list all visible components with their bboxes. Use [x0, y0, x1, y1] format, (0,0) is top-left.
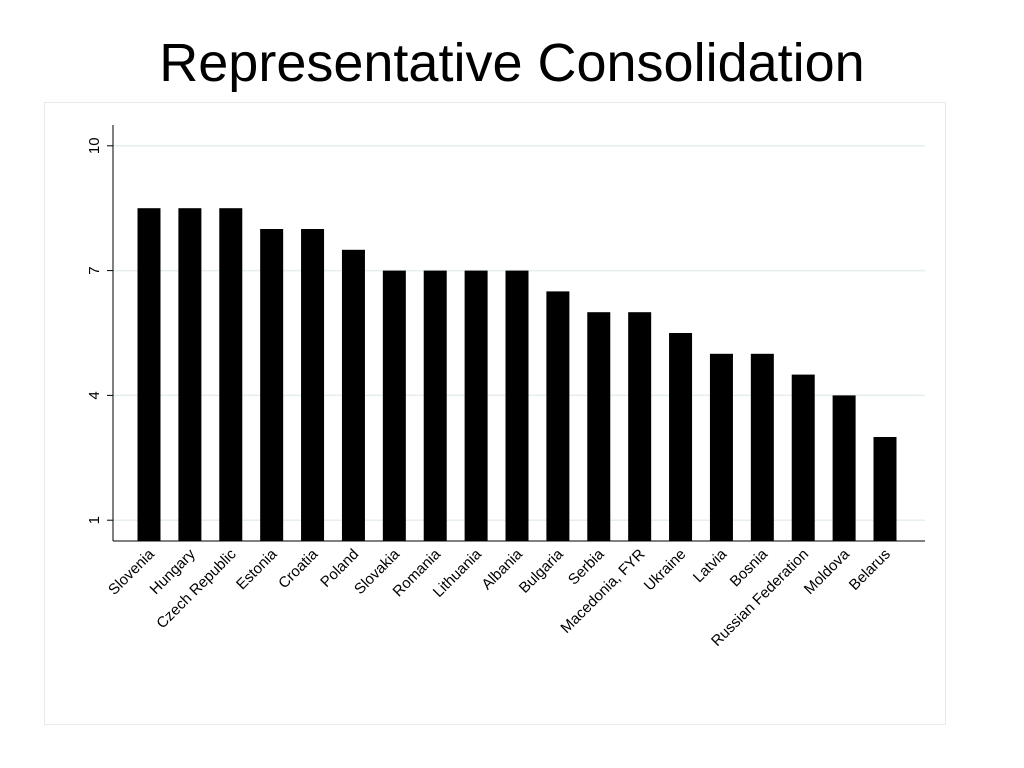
y-tick-label: 1: [86, 516, 103, 524]
bar-latvia: [709, 353, 733, 541]
y-tick-labels: 1 4 7 10: [86, 137, 103, 524]
x-category-label: Ukraine: [641, 546, 690, 595]
bar-macedonia-fyr: [628, 312, 652, 541]
bar-bosnia: [750, 353, 774, 541]
bar-poland: [341, 249, 365, 542]
bar-albania: [505, 270, 529, 541]
bar-czech-republic: [219, 208, 243, 541]
axes: [107, 125, 925, 542]
bar-slovakia: [382, 270, 406, 541]
y-tick-label: 7: [86, 266, 103, 274]
x-category-label: Bulgaria: [516, 545, 567, 596]
x-category-label: Moldova: [801, 545, 854, 598]
bar-ukraine: [669, 333, 693, 541]
bar-croatia: [301, 229, 325, 541]
bar-estonia: [260, 229, 284, 541]
slide-title: Representative Consolidation: [159, 33, 865, 93]
bar-romania: [423, 270, 447, 541]
bar-bulgaria: [546, 291, 570, 541]
bar-moldova: [832, 395, 856, 541]
y-tick-label: 4: [86, 391, 103, 399]
chart-frame: 1 4 7 10 Slovenia Hungary Czech Republic Eston…: [44, 102, 946, 725]
x-category-label: Estonia: [233, 545, 281, 593]
y-tick-label: 10: [86, 137, 103, 154]
bar-belarus: [873, 437, 897, 541]
bar-serbia: [587, 312, 611, 541]
bar-slovenia: [137, 208, 161, 541]
bar-russian-federation: [791, 374, 815, 541]
x-category-label: Latvia: [690, 545, 731, 586]
bar-hungary: [178, 208, 202, 541]
x-category-label: Belarus: [846, 546, 894, 594]
x-category-label: Croatia: [275, 545, 322, 592]
bars: [137, 208, 897, 542]
bar-lithuania: [464, 270, 488, 541]
